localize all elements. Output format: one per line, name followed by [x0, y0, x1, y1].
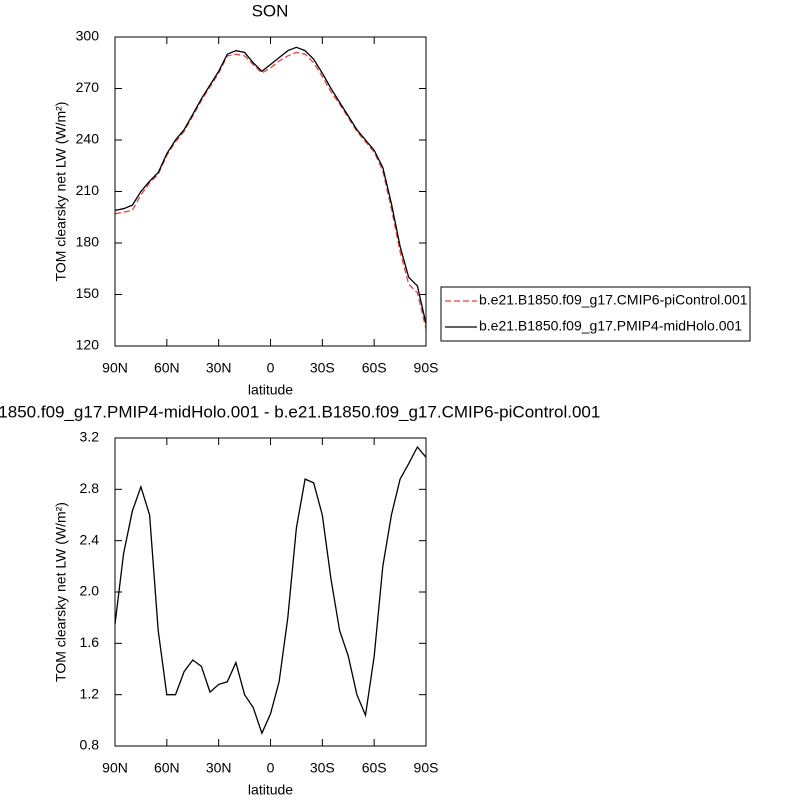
data-line [114, 51, 427, 329]
y-tick-label: 270 [76, 79, 100, 95]
legend-label: b.e21.B1850.f09_g17.CMIP6-piControl.001 [479, 292, 748, 308]
y-tick-label: 2.8 [80, 480, 100, 496]
x-tick-label: 90N [102, 760, 128, 776]
x-tick-label: 30N [206, 760, 232, 776]
data-line [114, 46, 427, 324]
y-tick-label: 1.2 [80, 685, 100, 701]
y-tick-label: 1.6 [80, 634, 100, 650]
y-tick-label: 2.0 [80, 583, 100, 599]
x-tick-label: 60N [154, 360, 180, 376]
y-tick-label: 2.4 [80, 531, 100, 547]
y-axis-label: TOM clearsky net LW (W/m²) [53, 502, 69, 682]
y-tick-label: 300 [76, 28, 100, 44]
x-tick-label: 60S [362, 760, 387, 776]
x-tick-label: 0 [267, 760, 275, 776]
x-tick-label: 30S [310, 360, 335, 376]
x-tick-label: 60N [154, 760, 180, 776]
x-tick-label: 90S [414, 360, 439, 376]
y-tick-label: 0.8 [80, 737, 100, 753]
plot-frame [114, 437, 427, 747]
y-tick-label: 210 [76, 182, 100, 198]
plot-frame [114, 36, 427, 347]
x-tick-label: 60S [362, 360, 387, 376]
data-line [114, 445, 427, 735]
y-tick-label: 3.2 [80, 429, 100, 445]
legend-box [440, 286, 751, 342]
y-axis-label: TOM clearsky net LW (W/m²) [53, 102, 69, 282]
legend-label: b.e21.B1850.f09_g17.PMIP4-midHolo.001 [479, 318, 742, 334]
chart-title: b.e21.B1850.f09_g17.PMIP4-midHolo.001 - … [0, 402, 600, 421]
x-tick-label: 90S [414, 760, 439, 776]
x-axis-label: latitude [248, 382, 293, 398]
x-axis-label: latitude [248, 782, 293, 798]
y-tick-label: 180 [76, 234, 100, 250]
x-tick-label: 30S [310, 760, 335, 776]
y-tick-label: 120 [76, 337, 100, 353]
y-tick-label: 150 [76, 285, 100, 301]
x-tick-label: 30N [206, 360, 232, 376]
x-tick-label: 0 [267, 360, 275, 376]
y-tick-label: 240 [76, 131, 100, 147]
x-tick-label: 90N [102, 360, 128, 376]
chart-title: SON [252, 1, 289, 20]
